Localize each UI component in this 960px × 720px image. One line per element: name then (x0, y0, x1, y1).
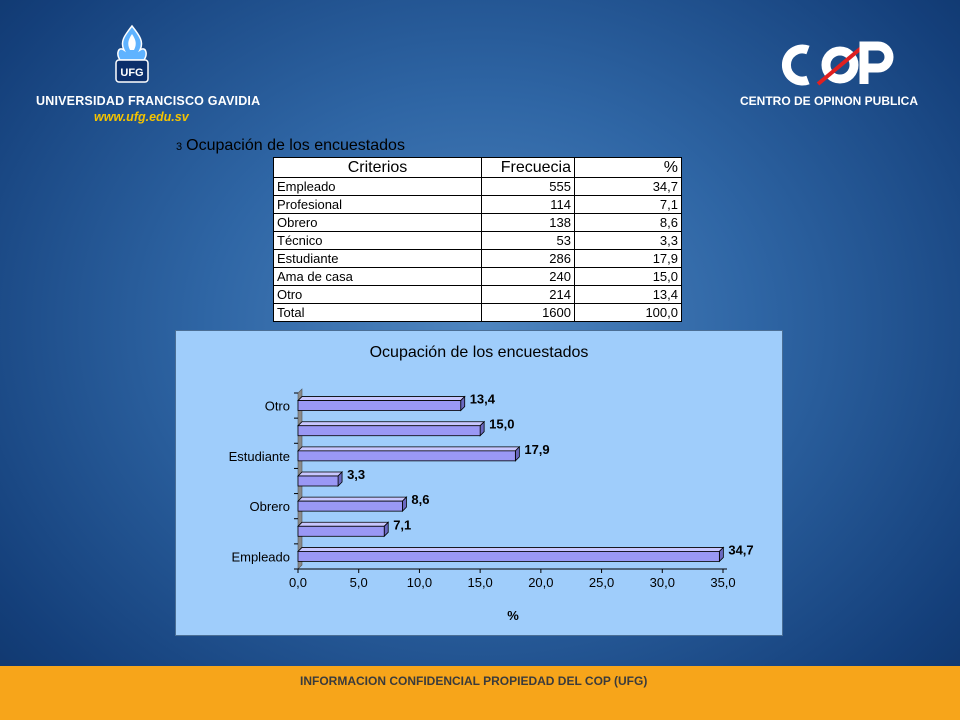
header-frecuencia: Frecuecia (481, 157, 575, 178)
cop-name: CENTRO DE OPINON PUBLICA (740, 94, 919, 108)
bar-top (297, 421, 486, 427)
x-tick-label: 20,0 (528, 575, 553, 590)
cell-criterio: Obrero (273, 213, 482, 232)
cell-percent: 13,4 (574, 285, 682, 304)
x-tick-label: 15,0 (467, 575, 492, 590)
cell-percent: 15,0 (574, 267, 682, 286)
y-category-label: Otro (265, 399, 290, 414)
cell-frecuencia: 114 (481, 195, 575, 214)
bar (297, 500, 403, 512)
table-row: Otro 214 13,4 (273, 285, 682, 304)
data-label: 15,0 (489, 417, 514, 432)
y-category-label: Empleado (231, 549, 290, 564)
cell-criterio: Ama de casa (273, 267, 482, 286)
footer-text: INFORMACION CONFIDENCIAL PROPIEDAD DEL C… (300, 674, 648, 688)
bar (297, 450, 516, 462)
bar (297, 525, 385, 537)
footer-bar: INFORMACION CONFIDENCIAL PROPIEDAD DEL C… (0, 666, 960, 720)
data-label: 13,4 (470, 392, 496, 407)
table-header-row: Criterios Frecuecia % (273, 157, 682, 178)
bar-top (297, 521, 390, 527)
y-category-label: Estudiante (229, 449, 290, 464)
table-title: 3 Ocupación de los encuestados (176, 137, 405, 155)
table-title-text: Ocupación de los encuestados (186, 137, 405, 154)
cell-criterio: Empleado (273, 177, 482, 196)
cell-frecuencia: 240 (481, 267, 575, 286)
cell-criterio: Total (273, 303, 482, 322)
cell-percent: 3,3 (574, 231, 682, 250)
cop-logo: CENTRO DE OPINON PUBLICA (740, 40, 930, 112)
header-criterios: Criterios (273, 157, 482, 178)
x-tick-label: 10,0 (407, 575, 432, 590)
occupation-table: Criterios Frecuecia % Empleado 555 34,7 Pr… (273, 157, 682, 322)
cell-criterio: Estudiante (273, 249, 482, 268)
y-category-label: Obrero (250, 499, 290, 514)
cell-frecuencia: 53 (481, 231, 575, 250)
data-label: 17,9 (524, 442, 549, 457)
cell-percent: 17,9 (574, 249, 682, 268)
bar (297, 475, 339, 487)
data-label: 34,7 (728, 542, 753, 557)
cell-percent: 8,6 (574, 213, 682, 232)
data-label: 7,1 (393, 517, 411, 532)
university-url: www.ufg.edu.sv (94, 110, 189, 124)
bar (297, 400, 462, 411)
bar-chart: Ocupación de los encuestados % 0,0 5,0 10,… (229, 344, 754, 623)
university-name: UNIVERSIDAD FRANCISCO GAVIDIA (36, 94, 261, 108)
cell-percent: 100,0 (574, 303, 682, 322)
table-row: Técnico 53 3,3 (273, 231, 682, 250)
cell-frecuencia: 286 (481, 249, 575, 268)
cell-frecuencia: 214 (481, 285, 575, 304)
header-percent: % (574, 157, 682, 178)
cell-criterio: Profesional (273, 195, 482, 214)
bar-top (297, 547, 725, 552)
cell-criterio: Otro (273, 285, 482, 304)
bar-top (297, 496, 408, 502)
table-row: Profesional 114 7,1 (273, 195, 682, 214)
data-label: 3,3 (347, 467, 365, 482)
table-row: Empleado 555 34,7 (273, 177, 682, 196)
x-tick-label: 30,0 (650, 575, 675, 590)
chart-title: Ocupación de los encuestados (370, 344, 589, 361)
table-row: Estudiante 286 17,9 (273, 249, 682, 268)
cell-percent: 7,1 (574, 195, 682, 214)
table-number: 3 (176, 141, 183, 153)
table-row: Ama de casa 240 15,0 (273, 267, 682, 286)
cell-frecuencia: 1600 (481, 303, 575, 322)
ufg-emblem-icon: UFG (115, 24, 149, 83)
table-row-total: Total 1600 100,0 (273, 303, 682, 322)
bar (297, 425, 481, 437)
chart-panel: Ocupación de los encuestados % 0,0 5,0 10,… (175, 330, 783, 636)
cell-frecuencia: 555 (481, 177, 575, 196)
ufg-badge-text: UFG (120, 67, 143, 79)
x-tick-label: 35,0 (710, 575, 735, 590)
ufg-logo: UFG UNIVERSIDAD FRANCISCO GAVIDIA www.uf… (36, 24, 266, 124)
x-tick-label: 5,0 (350, 575, 368, 590)
bar (297, 551, 720, 562)
bar-top (297, 471, 344, 477)
x-tick-label: 0,0 (289, 575, 307, 590)
cop-logo-mark-icon (782, 41, 894, 86)
table-row: Obrero 138 8,6 (273, 213, 682, 232)
bar-top (297, 396, 466, 401)
cell-frecuencia: 138 (481, 213, 575, 232)
bar-top (297, 446, 521, 452)
cell-criterio: Técnico (273, 231, 482, 250)
cell-percent: 34,7 (574, 177, 682, 196)
chart-plot-area: 0,0 5,0 10,0 15,0 20,0 25,0 30,0 35,0 34,7 7,18,6… (229, 388, 754, 590)
data-label: 8,6 (411, 492, 429, 507)
x-axis-label: % (507, 608, 519, 623)
x-tick-label: 25,0 (589, 575, 614, 590)
